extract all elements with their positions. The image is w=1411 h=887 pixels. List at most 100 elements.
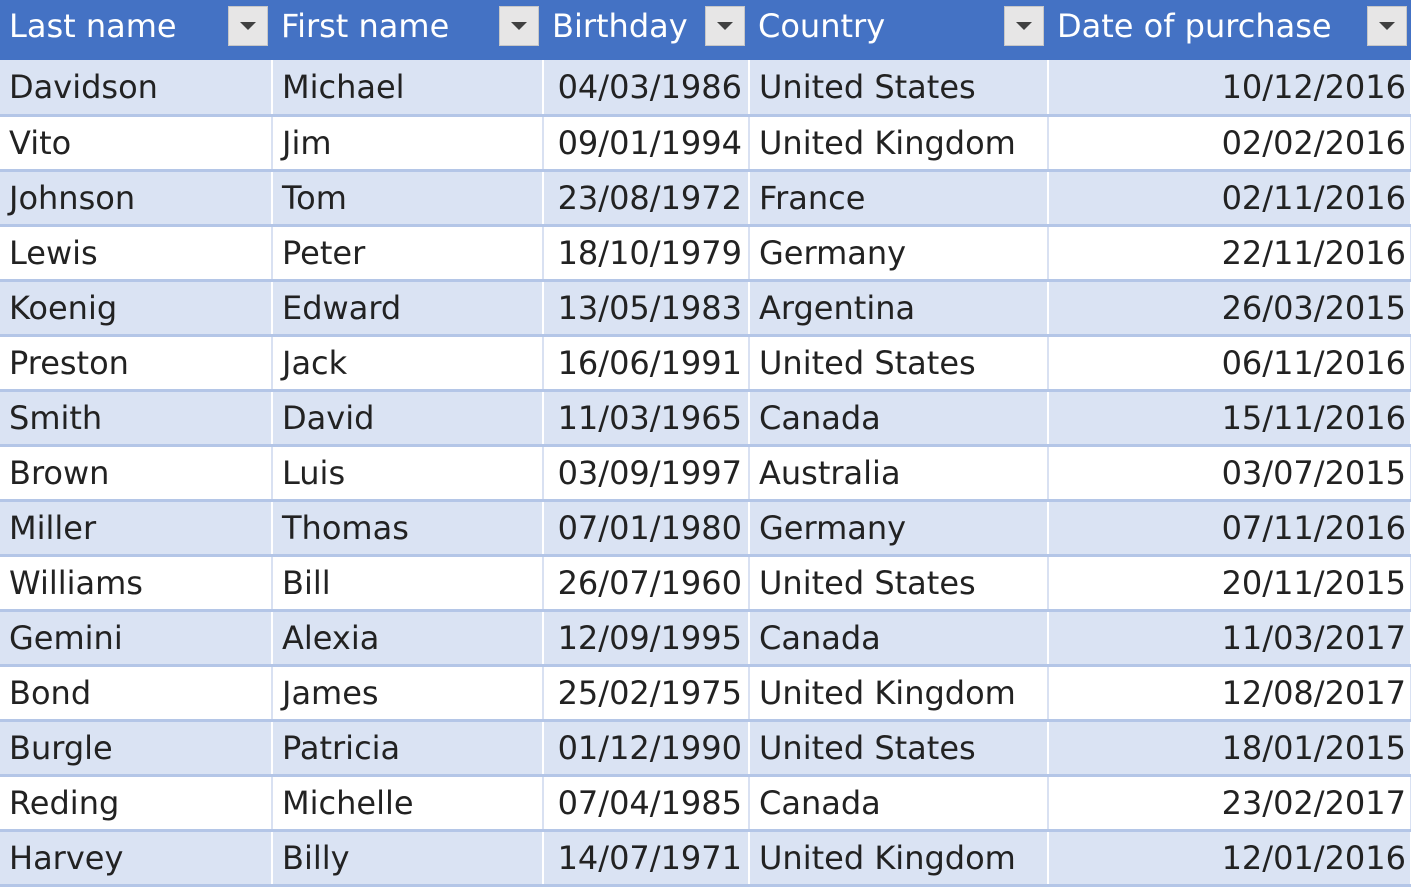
column-header-label: Date of purchase (1057, 7, 1332, 45)
cell-date-of-purchase[interactable]: 20/11/2015 (1048, 555, 1411, 612)
cell-date-of-purchase[interactable]: 02/11/2016 (1048, 170, 1411, 227)
cell-country[interactable]: Canada (749, 775, 1049, 832)
cell-last-name[interactable]: Smith (0, 390, 273, 447)
cell-country[interactable]: Canada (749, 610, 1049, 667)
cell-country[interactable]: United States (749, 720, 1049, 777)
cell-country[interactable]: Argentina (749, 280, 1049, 337)
filter-dropdown-button[interactable] (499, 6, 539, 46)
column-header-country[interactable]: Country (749, 0, 1048, 60)
cell-birthday[interactable]: 04/03/1986 (543, 60, 750, 117)
cell-date-of-purchase[interactable]: 02/02/2016 (1048, 115, 1411, 172)
filter-dropdown-button[interactable] (1004, 6, 1044, 46)
cell-first-name[interactable]: Peter (272, 225, 544, 282)
cell-birthday[interactable]: 25/02/1975 (543, 665, 750, 722)
cell-birthday[interactable]: 18/10/1979 (543, 225, 750, 282)
cell-last-name[interactable]: Reding (0, 775, 273, 832)
cell-last-name[interactable]: Davidson (0, 60, 273, 117)
cell-first-name[interactable]: David (272, 390, 544, 447)
cell-country[interactable]: United States (749, 60, 1049, 117)
cell-birthday[interactable]: 11/03/1965 (543, 390, 750, 447)
cell-first-name[interactable]: Michelle (272, 775, 544, 832)
column-header-last-name[interactable]: Last name (0, 0, 272, 60)
cell-birthday[interactable]: 26/07/1960 (543, 555, 750, 612)
cell-first-name[interactable]: Michael (272, 60, 544, 117)
table-row: Gemini Alexia 12/09/1995 Canada 11/03/20… (0, 610, 1411, 667)
cell-country[interactable]: Germany (749, 500, 1049, 557)
cell-date-of-purchase[interactable]: 18/01/2015 (1048, 720, 1411, 777)
column-header-first-name[interactable]: First name (272, 0, 543, 60)
cell-birthday[interactable]: 23/08/1972 (543, 170, 750, 227)
cell-last-name[interactable]: Preston (0, 335, 273, 392)
cell-birthday[interactable]: 07/04/1985 (543, 775, 750, 832)
table-row: Koenig Edward 13/05/1983 Argentina 26/03… (0, 280, 1411, 337)
table-row: Davidson Michael 04/03/1986 United State… (0, 60, 1411, 117)
chevron-down-icon (1016, 22, 1032, 30)
filter-dropdown-button[interactable] (228, 6, 268, 46)
cell-birthday[interactable]: 03/09/1997 (543, 445, 750, 502)
cell-country[interactable]: Canada (749, 390, 1049, 447)
cell-date-of-purchase[interactable]: 22/11/2016 (1048, 225, 1411, 282)
cell-first-name[interactable]: James (272, 665, 544, 722)
cell-last-name[interactable]: Vito (0, 115, 273, 172)
table-row: Burgle Patricia 01/12/1990 United States… (0, 720, 1411, 777)
table-row: Johnson Tom 23/08/1972 France 02/11/2016 (0, 170, 1411, 227)
table-row: Miller Thomas 07/01/1980 Germany 07/11/2… (0, 500, 1411, 557)
cell-first-name[interactable]: Luis (272, 445, 544, 502)
cell-last-name[interactable]: Williams (0, 555, 273, 612)
cell-first-name[interactable]: Jack (272, 335, 544, 392)
cell-country[interactable]: United Kingdom (749, 115, 1049, 172)
cell-first-name[interactable]: Tom (272, 170, 544, 227)
cell-birthday[interactable]: 12/09/1995 (543, 610, 750, 667)
cell-date-of-purchase[interactable]: 12/08/2017 (1048, 665, 1411, 722)
cell-date-of-purchase[interactable]: 23/02/2017 (1048, 775, 1411, 832)
column-header-label: Country (758, 7, 886, 45)
cell-first-name[interactable]: Jim (272, 115, 544, 172)
cell-birthday[interactable]: 13/05/1983 (543, 280, 750, 337)
chevron-down-icon (717, 22, 733, 30)
cell-birthday[interactable]: 01/12/1990 (543, 720, 750, 777)
table-row: Smith David 11/03/1965 Canada 15/11/2016 (0, 390, 1411, 447)
table-row: Reding Michelle 07/04/1985 Canada 23/02/… (0, 775, 1411, 832)
column-header-date-of-purchase[interactable]: Date of purchase (1048, 0, 1411, 60)
cell-country[interactable]: Germany (749, 225, 1049, 282)
header-row: Last name First name Birthday Country (0, 0, 1411, 60)
cell-country[interactable]: United Kingdom (749, 665, 1049, 722)
cell-last-name[interactable]: Johnson (0, 170, 273, 227)
cell-date-of-purchase[interactable]: 26/03/2015 (1048, 280, 1411, 337)
cell-last-name[interactable]: Brown (0, 445, 273, 502)
cell-date-of-purchase[interactable]: 07/11/2016 (1048, 500, 1411, 557)
cell-first-name[interactable]: Thomas (272, 500, 544, 557)
cell-country[interactable]: France (749, 170, 1049, 227)
table-row: Brown Luis 03/09/1997 Australia 03/07/20… (0, 445, 1411, 502)
table-body: Davidson Michael 04/03/1986 United State… (0, 60, 1411, 887)
table-row: Williams Bill 26/07/1960 United States 2… (0, 555, 1411, 612)
cell-date-of-purchase[interactable]: 03/07/2015 (1048, 445, 1411, 502)
cell-last-name[interactable]: Bond (0, 665, 273, 722)
table-row: Lewis Peter 18/10/1979 Germany 22/11/201… (0, 225, 1411, 282)
column-header-birthday[interactable]: Birthday (543, 0, 749, 60)
cell-date-of-purchase[interactable]: 15/11/2016 (1048, 390, 1411, 447)
cell-first-name[interactable]: Alexia (272, 610, 544, 667)
cell-birthday[interactable]: 09/01/1994 (543, 115, 750, 172)
cell-last-name[interactable]: Burgle (0, 720, 273, 777)
filter-dropdown-button[interactable] (1367, 6, 1407, 46)
cell-last-name[interactable]: Koenig (0, 280, 273, 337)
cell-first-name[interactable]: Edward (272, 280, 544, 337)
cell-last-name[interactable]: Lewis (0, 225, 273, 282)
cell-first-name[interactable]: Bill (272, 555, 544, 612)
cell-last-name[interactable]: Miller (0, 500, 273, 557)
cell-last-name[interactable]: Gemini (0, 610, 273, 667)
cell-country[interactable]: Australia (749, 445, 1049, 502)
cell-date-of-purchase[interactable]: 06/11/2016 (1048, 335, 1411, 392)
cell-birthday[interactable]: 16/06/1991 (543, 335, 750, 392)
filter-dropdown-button[interactable] (705, 6, 745, 46)
cell-date-of-purchase[interactable]: 11/03/2017 (1048, 610, 1411, 667)
table-row: Preston Jack 16/06/1991 United States 06… (0, 335, 1411, 392)
cell-country[interactable]: United States (749, 555, 1049, 612)
cell-date-of-purchase[interactable]: 10/12/2016 (1048, 60, 1411, 117)
cell-first-name[interactable]: Patricia (272, 720, 544, 777)
cell-birthday[interactable]: 07/01/1980 (543, 500, 750, 557)
column-header-label: Birthday (552, 7, 688, 45)
cell-country[interactable]: United States (749, 335, 1049, 392)
